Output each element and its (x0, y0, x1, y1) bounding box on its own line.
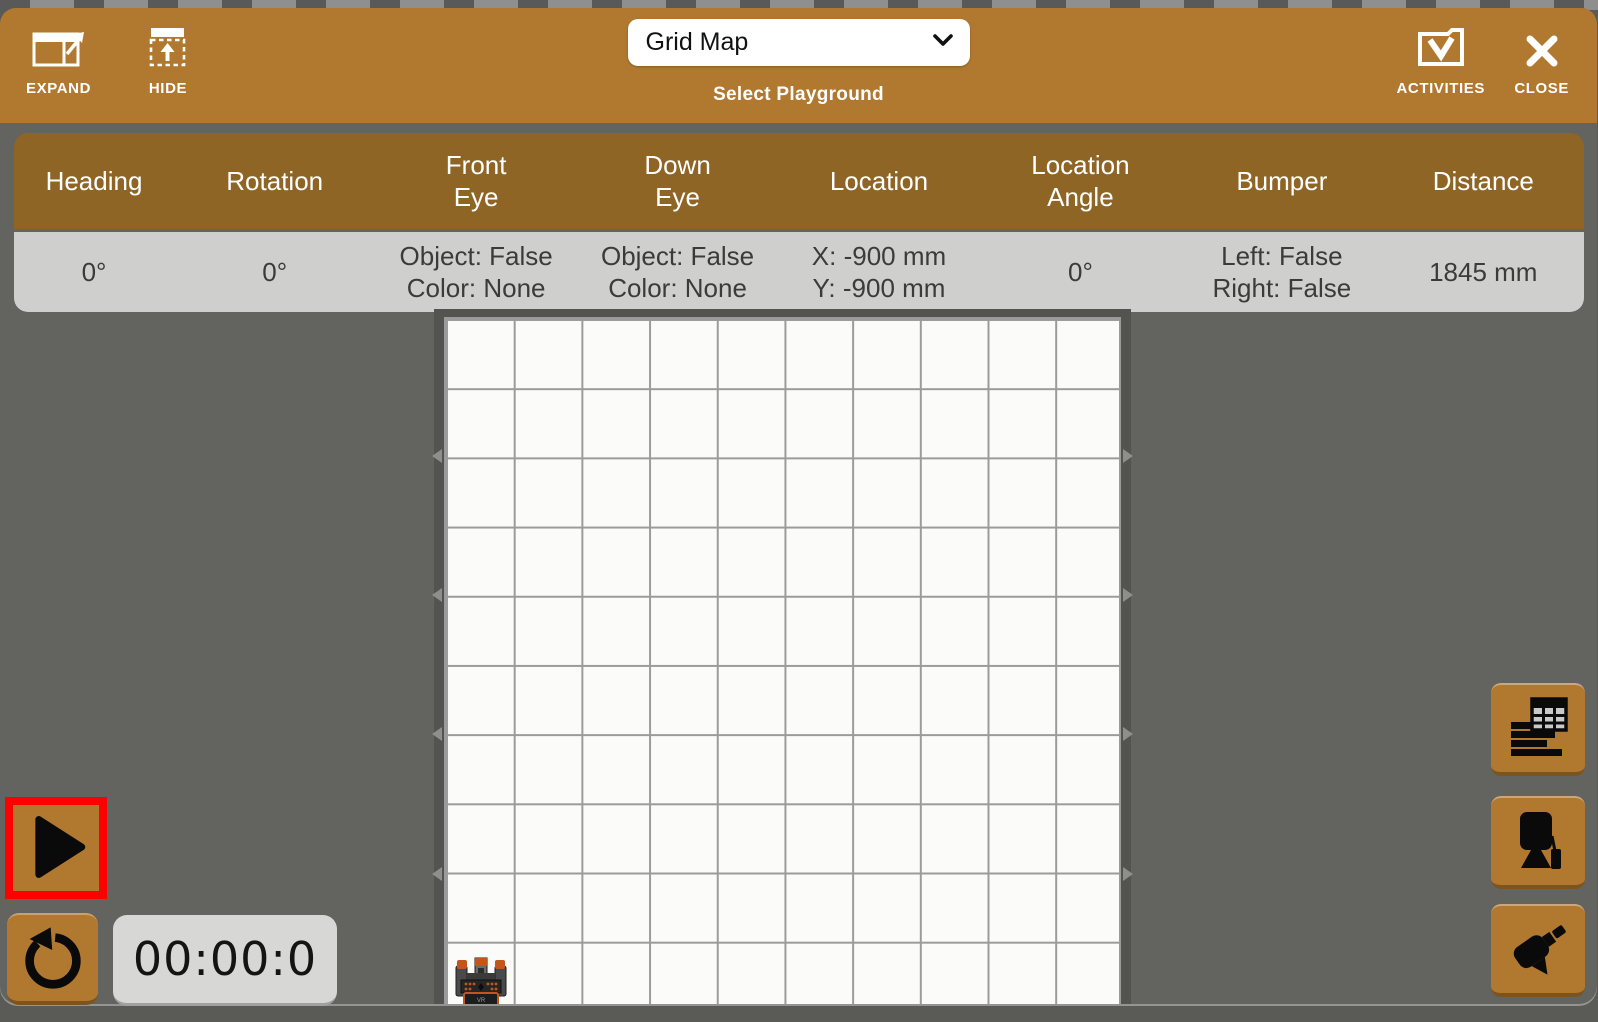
sensor-value-heading: 0° (81, 257, 107, 287)
chevron-down-icon (932, 33, 954, 52)
frame-notch (1123, 588, 1133, 602)
column-header-rotation: Rotation (226, 166, 324, 196)
camera-view-icon (1506, 916, 1570, 983)
hide-icon (146, 22, 190, 70)
background-workspace-strip (0, 0, 1598, 10)
sensor-value-bumper: Left: False Right: False (1212, 241, 1352, 303)
sensor-dashboard-values: 0° 0° Object: False Color: None Object: … (14, 232, 1584, 312)
playground-window: EXPAND HIDE Grid Map (0, 8, 1597, 1004)
column-header-heading: Heading (45, 166, 143, 196)
playground-toolbar: EXPAND HIDE Grid Map (0, 8, 1597, 123)
sensor-dashboard-toggle-button[interactable] (1491, 683, 1585, 776)
robot-view-icon (1506, 808, 1570, 875)
close-button[interactable]: CLOSE (1514, 22, 1569, 97)
camera-view-button[interactable] (1491, 904, 1585, 997)
activities-button-label: ACTIVITIES (1396, 80, 1485, 97)
sensor-dashboard-header: Heading Rotation Front Eye Down Eye Loca… (14, 133, 1584, 229)
frame-notch (432, 727, 442, 741)
column-header-down-eye: Down Eye (644, 150, 711, 212)
column-header-bumper: Bumper (1236, 166, 1328, 196)
close-icon (1523, 22, 1561, 70)
sensor-value-distance: 1845 mm (1429, 257, 1538, 287)
sensor-value-down-eye: Object: False Color: None (600, 241, 755, 303)
frame-notch (1123, 727, 1133, 741)
select-playground-label: Select Playground (713, 84, 884, 105)
column-header-front-eye: Front Eye (445, 150, 507, 212)
sensor-value-location: X: -900 mm Y: -900 mm (811, 241, 947, 303)
hide-button-label: HIDE (148, 80, 188, 97)
frame-notch (432, 449, 442, 463)
column-header-location-angle: Location Angle (1031, 150, 1130, 212)
reset-button[interactable] (7, 913, 98, 1005)
frame-notch (1123, 449, 1133, 463)
frame-notch (432, 588, 442, 602)
grid-surface (444, 317, 1121, 1004)
expand-button-label: EXPAND (26, 80, 91, 97)
svg-text:VR: VR (477, 998, 486, 1004)
column-header-distance: Distance (1432, 166, 1534, 196)
frame-notch (432, 867, 442, 881)
playground-select[interactable]: Grid Map (627, 19, 970, 66)
expand-button[interactable]: EXPAND (26, 22, 91, 97)
column-header-location: Location (829, 166, 929, 196)
sensor-dashboard: Heading Rotation Front Eye Down Eye Loca… (14, 133, 1584, 312)
dashboard-icon (1506, 695, 1570, 762)
play-icon (13, 804, 99, 893)
hide-button[interactable]: HIDE (146, 22, 190, 97)
grid-map: VR (432, 309, 1133, 1004)
robot: VR (455, 956, 507, 1004)
timer-display: 00:00:0 (113, 915, 337, 1006)
sensor-value-location-angle: 0° (1067, 257, 1093, 287)
activities-icon (1416, 22, 1466, 70)
activities-button[interactable]: ACTIVITIES (1396, 22, 1485, 97)
expand-icon (31, 22, 87, 70)
frame-notch (1123, 867, 1133, 881)
robot-view-button[interactable] (1491, 796, 1585, 889)
sensor-value-rotation: 0° (262, 257, 288, 287)
sensor-value-front-eye: Object: False Color: None (399, 241, 553, 303)
reset-icon (14, 918, 92, 999)
playground-select-value: Grid Map (645, 28, 749, 56)
play-button[interactable] (5, 797, 107, 899)
close-button-label: CLOSE (1514, 80, 1569, 97)
